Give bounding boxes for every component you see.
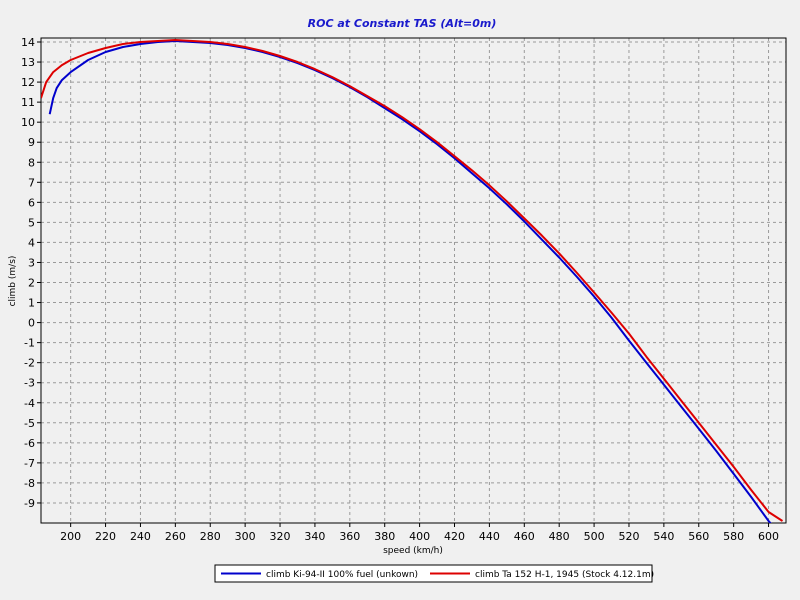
y-tick-label: 2 (28, 277, 35, 290)
grid-lines (41, 38, 786, 523)
y-tick-label: -5 (24, 417, 35, 430)
x-tick-label: 580 (723, 530, 744, 543)
x-tick-label: 320 (270, 530, 291, 543)
legend-label-ta152: climb Ta 152 H-1, 1945 (Stock 4.12.1m) (475, 570, 654, 580)
chart-title: ROC at Constant TAS (Alt=0m) (308, 17, 497, 30)
x-tick-label: 360 (339, 530, 360, 543)
x-tick-label: 300 (235, 530, 256, 543)
y-tick-label: 4 (28, 236, 35, 249)
y-tick-label: 9 (28, 136, 35, 149)
x-tick-label: 200 (60, 530, 81, 543)
y-tick-label: -2 (24, 357, 35, 370)
y-tick-label: -8 (24, 477, 35, 490)
x-axis-label: speed (km/h) (383, 546, 443, 556)
y-tick-label: 8 (28, 156, 35, 169)
plot-area-frame (40, 37, 787, 524)
x-tick-label: 500 (584, 530, 605, 543)
y-axis-label: climb (m/s) (8, 256, 18, 307)
series-line-1 (41, 39, 784, 522)
y-tick-label: -3 (24, 377, 35, 390)
y-tick-label: -1 (24, 337, 35, 350)
legend-label-ki94: climb Ki-94-II 100% fuel (unkown) (266, 570, 418, 580)
x-tick-label: 340 (304, 530, 325, 543)
y-tick-label: 3 (28, 256, 35, 269)
x-tick-label: 600 (758, 530, 779, 543)
y-tick-label: 13 (21, 56, 35, 69)
x-tick-label: 240 (130, 530, 151, 543)
series-line-0 (48, 40, 772, 523)
y-tick-label: 10 (21, 116, 35, 129)
x-tick-label: 260 (165, 530, 186, 543)
y-tick-label: 7 (28, 176, 35, 189)
y-tick-label: 14 (21, 36, 35, 49)
x-tick-label: 220 (95, 530, 116, 543)
legend: climb Ki-94-II 100% fuel (unkown) climb … (214, 564, 654, 583)
x-tick-label: 560 (688, 530, 709, 543)
x-tick-label: 520 (618, 530, 639, 543)
y-tick-label: 12 (21, 76, 35, 89)
y-tick-label: 6 (28, 196, 35, 209)
x-tick-label: 400 (409, 530, 430, 543)
x-tick-label: 460 (514, 530, 535, 543)
y-tick-label: 0 (28, 317, 35, 330)
series-layer (41, 39, 784, 523)
y-tick-label: -7 (24, 457, 35, 470)
x-tick-label: 480 (549, 530, 570, 543)
x-tick-label: 540 (653, 530, 674, 543)
y-tick-label: 5 (28, 216, 35, 229)
x-tick-label: 420 (444, 530, 465, 543)
y-tick-label: 1 (28, 297, 35, 310)
x-tick-label: 440 (479, 530, 500, 543)
x-tick-label: 280 (200, 530, 221, 543)
y-tick-label: -4 (24, 397, 35, 410)
y-tick-label: -6 (24, 437, 35, 450)
y-tick-label: -9 (24, 497, 35, 510)
x-tick-label: 380 (374, 530, 395, 543)
x-axis-ticks: 200 220 240 260 280 300 320 340 360 380 400 420 440 4… (60, 523, 779, 543)
y-tick-label: 11 (21, 96, 35, 109)
